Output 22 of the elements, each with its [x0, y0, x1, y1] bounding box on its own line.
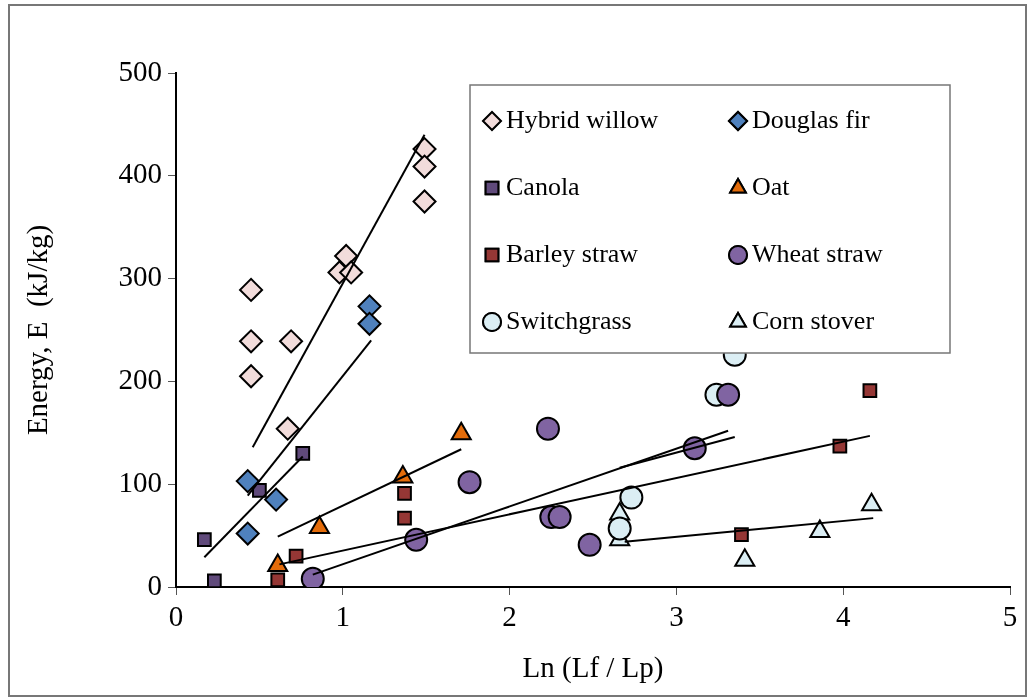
y-tick-label: 100 [118, 465, 162, 498]
x-axis-title: Ln (Lf / Lp) [522, 651, 664, 685]
x-tick-label: 4 [835, 600, 851, 633]
legend-label: Canola [506, 171, 581, 201]
x-tick-label: 2 [502, 600, 517, 633]
y-tick-label: 400 [118, 157, 162, 190]
legend-label: Switchgrass [506, 305, 632, 335]
y-tick-label: 300 [118, 260, 162, 293]
legend-label: Hybrid willow [506, 104, 659, 134]
legend-label: Douglas fir [752, 104, 871, 134]
legend-label: Corn stover [752, 305, 875, 335]
y-axis-title: Energy, E (kJ/kg) [21, 224, 55, 436]
y-tick-label: 500 [118, 54, 162, 87]
y-tick-label: 200 [118, 363, 162, 396]
x-tick-label: 0 [168, 600, 184, 633]
legend-label: Barley straw [506, 238, 639, 268]
x-tick-label: 1 [335, 600, 351, 633]
legend-label: Oat [752, 171, 791, 201]
x-tick-label: 3 [669, 600, 684, 633]
x-tick-label: 5 [1002, 600, 1018, 633]
legend-label: Wheat straw [752, 238, 883, 268]
y-tick-label: 0 [147, 568, 162, 601]
